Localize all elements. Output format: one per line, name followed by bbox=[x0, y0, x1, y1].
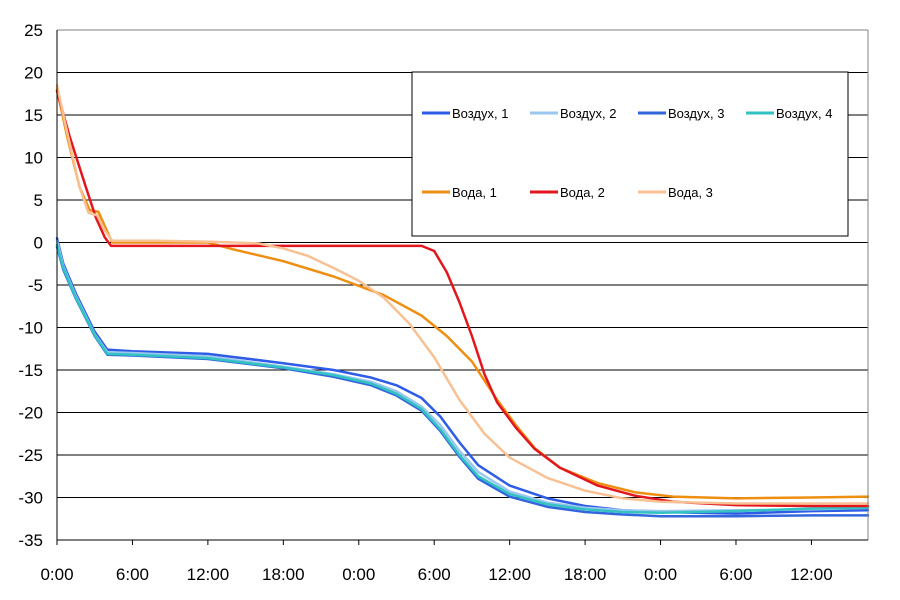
legend-label: Вода, 1 bbox=[452, 185, 497, 200]
x-tick-label: 18:00 bbox=[564, 565, 607, 584]
y-tick-label: -20 bbox=[18, 404, 43, 423]
y-tick-label: 10 bbox=[24, 149, 43, 168]
legend-label: Вода, 3 bbox=[668, 185, 713, 200]
x-tick-label: 18:00 bbox=[262, 565, 305, 584]
series-line-6 bbox=[55, 89, 870, 508]
y-tick-label: 15 bbox=[24, 106, 43, 125]
series-line-5 bbox=[55, 88, 870, 500]
y-tick-label: -5 bbox=[28, 276, 43, 295]
y-tick-label: -35 bbox=[18, 531, 43, 550]
series-line-4 bbox=[55, 243, 870, 515]
y-tick-label: 20 bbox=[24, 64, 43, 83]
legend-label: Воздух, 1 bbox=[452, 106, 508, 121]
x-tick-label: 12:00 bbox=[187, 565, 230, 584]
y-tick-label: 5 bbox=[34, 191, 43, 210]
data-series bbox=[55, 84, 870, 518]
y-tick-label: 25 bbox=[24, 21, 43, 40]
x-tick-label: 12:00 bbox=[488, 565, 531, 584]
legend: Воздух, 1 Воздух, 2 Воздух, 3 Воздух, 4 Вода… bbox=[411, 71, 849, 237]
y-tick-label: 0 bbox=[34, 234, 43, 253]
x-tick-label: 0:00 bbox=[342, 565, 375, 584]
series-line-7 bbox=[55, 84, 870, 505]
y-tick-label: -25 bbox=[18, 446, 43, 465]
y-tick-label: -15 bbox=[18, 361, 43, 380]
legend-label: Вода, 2 bbox=[560, 185, 605, 200]
y-tick-label: -10 bbox=[18, 319, 43, 338]
legend-box bbox=[411, 71, 849, 237]
x-tick-label: 6:00 bbox=[116, 565, 149, 584]
x-tick-label: 6:00 bbox=[418, 565, 451, 584]
legend-label: Воздух, 2 bbox=[560, 106, 616, 121]
y-tick-label: -30 bbox=[18, 489, 43, 508]
legend-label: Воздух, 4 bbox=[776, 106, 832, 121]
x-tick-label: 0:00 bbox=[40, 565, 73, 584]
x-tick-label: 6:00 bbox=[719, 565, 752, 584]
legend-label: Воздух, 3 bbox=[668, 106, 724, 121]
x-tick-label: 12:00 bbox=[790, 565, 833, 584]
axes: 25 20 15 10 5 0 -5 -10 -15 -20 -25 -30 -35 0:00 6:00 12… bbox=[18, 21, 869, 584]
x-tick-label: 0:00 bbox=[644, 565, 677, 584]
